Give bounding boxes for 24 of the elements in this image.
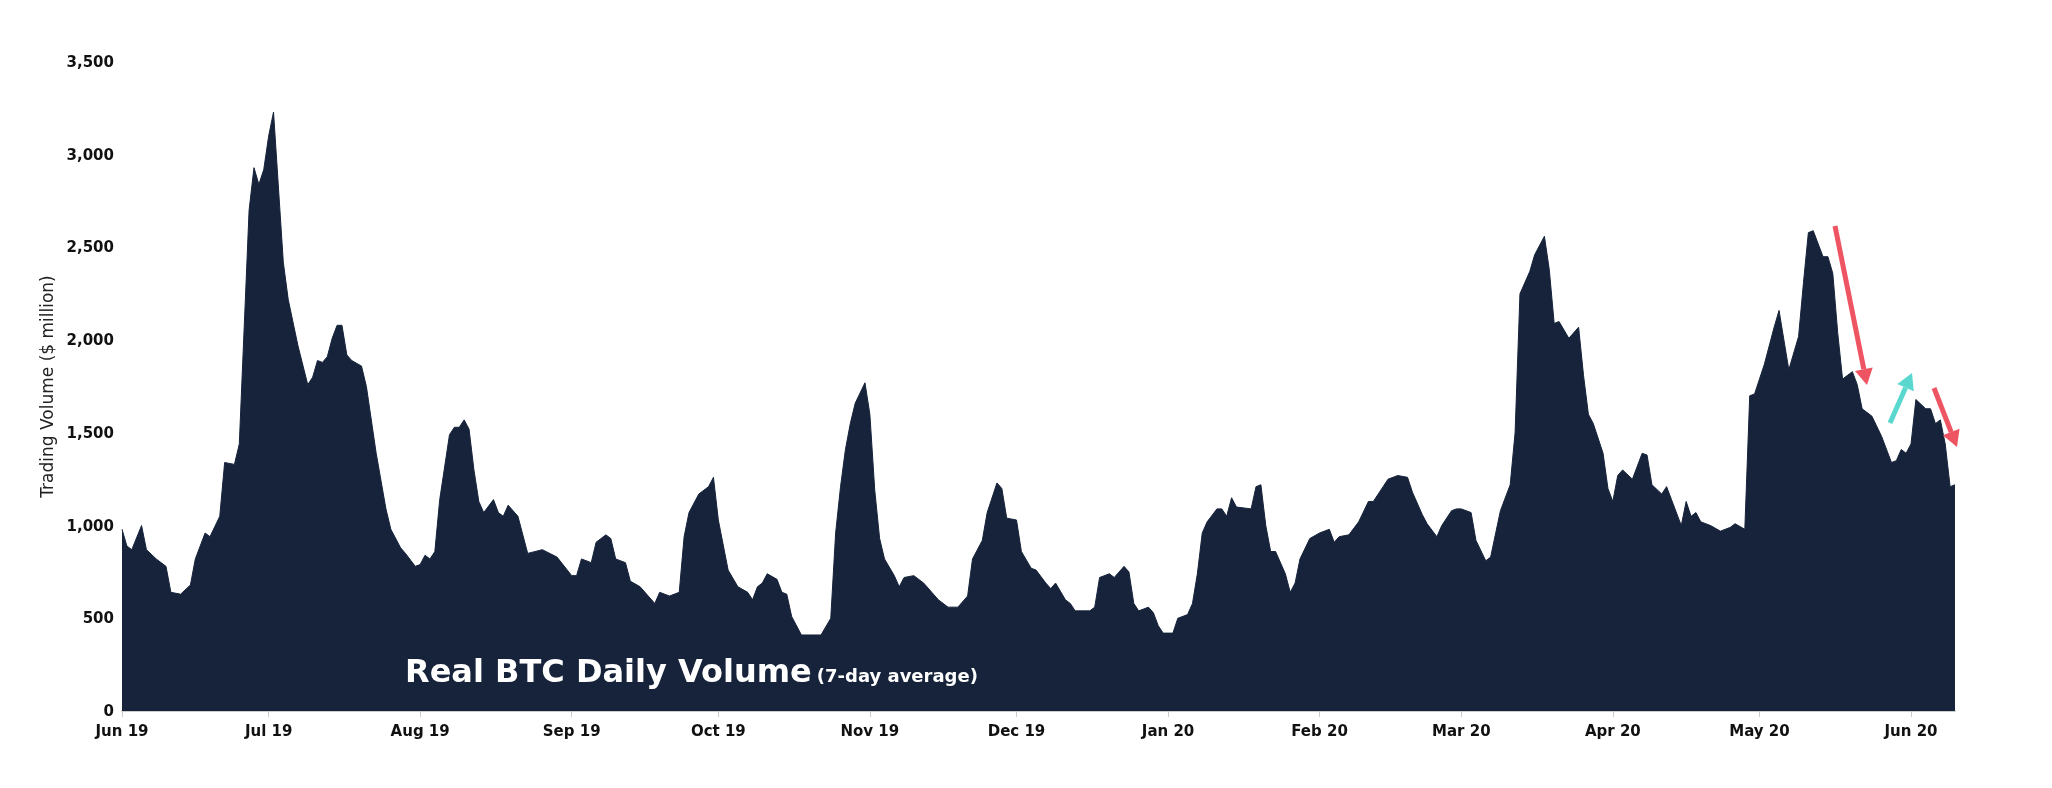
x-tick-label: Nov 19 — [840, 721, 900, 740]
x-tick-label: Jun 20 — [1883, 721, 1938, 740]
y-tick-label: 2,500 — [66, 238, 114, 257]
x-tick-label: Mar 20 — [1432, 721, 1491, 740]
x-tick-label: May 20 — [1729, 721, 1790, 740]
y-tick-label: 3,000 — [66, 145, 114, 164]
y-tick-label: 500 — [82, 609, 114, 628]
x-tick-label: Apr 20 — [1584, 721, 1641, 740]
y-tick-label: 1,000 — [66, 516, 114, 535]
x-tick-label: Jan 20 — [1140, 721, 1195, 740]
x-tick-label: Jun 19 — [94, 721, 149, 740]
x-tick-label: Oct 19 — [690, 721, 746, 740]
y-tick-label: 2,000 — [66, 331, 114, 350]
x-tick-label: Aug 19 — [390, 721, 450, 740]
x-tick-label: Dec 19 — [987, 721, 1046, 740]
y-tick-label: 0 — [103, 702, 114, 720]
x-tick-label: Jul 19 — [243, 721, 293, 740]
text: Real BTC Daily Volume — [405, 652, 812, 690]
text: (7-day average) — [816, 664, 978, 686]
y-axis-title: Trading Volume ($ million) — [37, 275, 58, 499]
x-tick-label: Sep 19 — [542, 721, 601, 740]
x-tick-label: Feb 20 — [1291, 721, 1348, 740]
y-tick-label: 1,500 — [66, 423, 114, 442]
y-tick-label: 3,500 — [66, 53, 114, 71]
